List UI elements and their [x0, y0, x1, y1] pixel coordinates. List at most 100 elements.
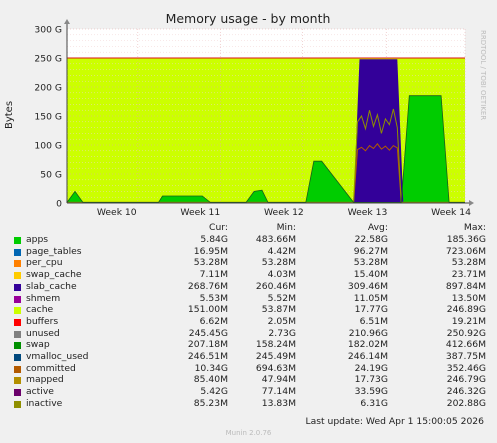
legend-swatch — [14, 248, 21, 256]
y-tick-label: 50 G — [40, 170, 62, 181]
legend-avg: 6.31G — [360, 397, 388, 409]
y-axis-arrow — [64, 19, 70, 24]
x-tick-label: Week 14 — [431, 207, 471, 218]
legend-max: 246.32G — [446, 386, 486, 398]
legend-cur: 6.62M — [199, 315, 228, 327]
legend-avg: 33.59G — [354, 386, 388, 398]
legend-avg: 11.05M — [353, 292, 388, 304]
legend-max: 412.66M — [445, 339, 486, 351]
legend-item-page_tables: page_tables 16.95M 4.42M 96.27M 723.06M — [0, 246, 497, 258]
legend-swatch — [14, 330, 21, 338]
x-tick-label: Week 12 — [264, 207, 304, 218]
legend-avg: 17.73G — [354, 374, 388, 386]
legend-cur: 16.95M — [193, 245, 228, 257]
legend-max: 723.06M — [445, 245, 486, 257]
plot-area: 0 50 G 100 G 150 G 200 G 250 G 300 G Week 10 Wee… — [34, 19, 474, 218]
legend-max: 23.71M — [451, 269, 486, 281]
legend-name: shmem — [26, 292, 61, 304]
legend-name: swap — [26, 339, 50, 351]
legend-avg: 210.96G — [348, 327, 388, 339]
legend-min: 47.94M — [261, 374, 296, 386]
legend-swatch — [14, 377, 21, 385]
legend-cur: 5.42G — [200, 386, 228, 398]
legend-min: 4.42M — [267, 245, 296, 257]
legend-max: 19.21M — [451, 315, 486, 327]
legend-max: 897.84M — [445, 280, 486, 292]
legend-name: unused — [26, 327, 60, 339]
legend-swatch — [14, 283, 21, 291]
y-tick-label: 100 G — [34, 141, 62, 152]
legend-swatch — [14, 400, 21, 408]
legend-cur: 85.40M — [193, 374, 228, 386]
legend-header-avg: Avg: — [367, 222, 388, 233]
legend-name: per_cpu — [26, 257, 63, 269]
legend-item-inactive: inactive 85.23M 13.83M 6.31G 202.88G — [0, 398, 497, 410]
legend-max: 13.50M — [451, 292, 486, 304]
legend-item-swap: swap 207.18M 158.24M 182.02M 412.66M — [0, 339, 497, 351]
legend-item-vmalloc_used: vmalloc_used 246.51M 245.49M 246.14M 387.75M — [0, 351, 497, 363]
legend-name: apps — [26, 234, 49, 245]
legend-name: page_tables — [26, 245, 82, 257]
legend-avg: 309.46M — [347, 280, 388, 292]
legend-min: 245.49M — [255, 351, 296, 362]
x-tick-label: Week 13 — [348, 207, 388, 218]
legend-cur: 207.18M — [187, 339, 228, 351]
legend-avg: 53.28M — [353, 257, 388, 269]
legend-header-cur: Cur: — [209, 222, 228, 233]
legend-swatch — [14, 295, 21, 303]
legend-max: 53.28M — [451, 257, 486, 269]
legend-avg: 6.51M — [359, 315, 388, 327]
chart-title: Memory usage - by month — [166, 11, 331, 26]
legend-cur: 53.28M — [193, 257, 228, 269]
legend-name: buffers — [26, 315, 59, 327]
legend-max: 387.75M — [445, 351, 486, 362]
y-tick-label: 300 G — [34, 25, 62, 36]
legend-item-cache: cache 151.00M 53.87M 17.77G 246.89G — [0, 304, 497, 316]
legend-name: cache — [26, 304, 54, 316]
legend-min: 53.87M — [261, 304, 296, 316]
legend-min: 77.14M — [261, 386, 296, 398]
legend-swatch — [14, 272, 21, 280]
legend-name: committed — [26, 362, 76, 374]
legend-min: 158.24M — [255, 339, 296, 351]
legend-header-min: Min: — [276, 222, 296, 233]
legend-min: 4.03M — [267, 269, 296, 281]
legend-min: 260.46M — [255, 280, 296, 292]
chart: Memory usage - by month Bytes RRDTOOL / … — [4, 11, 487, 218]
legend-swatch — [14, 307, 21, 315]
series-inactive-line — [67, 108, 465, 203]
munin-version: Munin 2.0.76 — [225, 429, 272, 437]
legend-item-shmem: shmem 5.53M 5.52M 11.05M 13.50M — [0, 293, 497, 305]
legend-item-per_cpu: per_cpu 53.28M 53.28M 53.28M 53.28M — [0, 257, 497, 269]
legend-max: 246.89G — [446, 304, 486, 316]
legend-cur: 5.84G — [200, 234, 228, 245]
legend-min: 694.63M — [255, 362, 296, 374]
series-apps-area — [67, 95, 465, 203]
legend-cur: 5.53M — [199, 292, 228, 304]
legend-cur: 10.34G — [194, 362, 228, 374]
legend-swatch — [14, 342, 21, 350]
legend-name: active — [26, 386, 54, 398]
series-apps-outline — [66, 95, 465, 203]
legend-min: 2.05M — [267, 315, 296, 327]
y-axis-label: Bytes — [4, 101, 15, 129]
legend-item-apps: apps 5.84G 483.66M 22.58G 185.36G — [0, 234, 497, 246]
legend-swatch — [14, 318, 21, 326]
legend-max: 202.88G — [446, 397, 486, 409]
legend-avg: 182.02M — [347, 339, 388, 351]
legend-item-mapped: mapped 85.40M 47.94M 17.73G 246.79G — [0, 374, 497, 386]
y-tick-label: 0 — [56, 199, 62, 210]
y-tick-label: 250 G — [34, 54, 62, 65]
legend-max: 246.79G — [446, 374, 486, 386]
last-update: Last update: Wed Apr 1 15:00:05 2026 — [305, 416, 484, 427]
legend-avg: 17.77G — [354, 304, 388, 316]
legend-min: 5.52M — [267, 292, 296, 304]
legend-item-unused: unused 245.45G 2.73G 210.96G 250.92G — [0, 328, 497, 340]
legend-cur: 246.51M — [187, 351, 228, 362]
legend-swatch — [14, 365, 21, 373]
legend-max: 352.46G — [446, 362, 486, 374]
legend-cur: 85.23M — [193, 397, 228, 409]
legend-swatch — [14, 260, 21, 268]
y-tick-label: 150 G — [34, 112, 62, 123]
legend-name: slab_cache — [26, 280, 77, 292]
